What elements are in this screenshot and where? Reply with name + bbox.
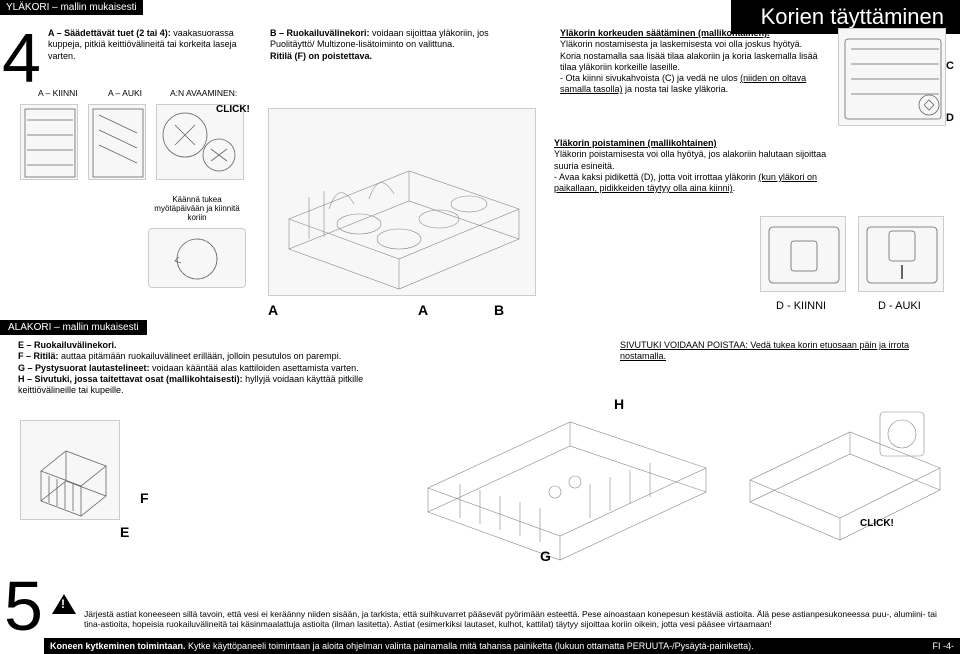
warning-text: Järjestä astiat koneeseen sillä tavoin, … — [84, 609, 950, 630]
a-opening-diagram — [156, 104, 244, 180]
label-b: B — [494, 302, 504, 318]
label-h: H — [614, 396, 624, 412]
g-bold: G – Pystysuorat lautastelineet: — [18, 363, 150, 373]
lower-rack-diagram — [410, 372, 718, 568]
warning-icon — [52, 594, 76, 614]
d-kiinni-label: D - KIINNI — [776, 300, 826, 312]
a-closed-diagram — [20, 104, 78, 180]
col-c-p3b: ja nosta tai laske yläkoria. — [623, 84, 729, 94]
height-adjust-diagram — [838, 28, 946, 126]
removal-p2b: . — [733, 183, 736, 193]
label-d: D — [946, 112, 954, 124]
col-b-line2: Ritilä (F) on poistettava. — [270, 51, 372, 61]
removal-text: Yläkorin poistaminen (mallikohtainen) Yl… — [554, 138, 834, 194]
footer-page: FI -4- — [933, 641, 955, 651]
click-label-2: CLICK! — [860, 518, 894, 529]
click-label-1: CLICK! — [216, 104, 250, 115]
sidepanel-remove-text: SIVUTUKI VOIDAAN POISTAA: Vedä tukea kor… — [620, 340, 940, 363]
lower-text: E – Ruokailuvälinekori. F – Ritilä: autt… — [18, 340, 418, 396]
step-number-4: 4 — [2, 18, 41, 98]
col-c-text: Yläkorin korkeuden säätäminen (mallikoht… — [560, 28, 825, 96]
upper-rack-diagram — [268, 108, 536, 296]
col-b-text: B – Ruokailuvälinekori: voidaan sijoitta… — [270, 28, 530, 62]
footer-band: Koneen kytkeminen toimintaan. Kytke käyt… — [44, 638, 960, 654]
label-g: G — [540, 548, 551, 564]
col-c-h: Yläkorin korkeuden säätäminen (mallikoht… — [560, 28, 770, 38]
footer-left-rest: Kytke käyttöpaneeli toimintaan ja aloita… — [186, 641, 754, 651]
e-bold: E – Ruokailuvälinekori. — [18, 340, 117, 350]
label-a2: A — [418, 302, 428, 318]
d-closed-diagram — [760, 216, 846, 292]
removal-p2a: - Avaa kaksi pidikettä (D), jotta voit i… — [554, 172, 758, 182]
f-bold: F – Ritilä: — [18, 351, 59, 361]
d-open-diagram — [858, 216, 944, 292]
sidepanel-diagram — [740, 372, 948, 548]
cutlery-basket-diagram — [20, 420, 120, 520]
step-number-5: 5 — [4, 566, 43, 646]
a-avaaminen-label: A:N AVAAMINEN: — [170, 88, 237, 99]
h-bold: H – Sivutuki, jossa taitettavat osat (ma… — [18, 374, 243, 384]
removal-p1: Yläkorin poistamisesta voi olla hyötyä, … — [554, 149, 826, 170]
label-e: E — [120, 524, 129, 540]
label-f: F — [140, 490, 149, 506]
rotate-caption: Käännä tukea myötäpäivään ja kiinnitä ko… — [152, 195, 242, 222]
f-rest: auttaa pitämään ruokailuvälineet erillää… — [59, 351, 342, 361]
col-c-p2: Yläkorin nostamisesta ja laskemisesta vo… — [560, 39, 818, 72]
label-a1: A — [268, 302, 278, 318]
label-c: C — [946, 60, 954, 72]
removal-h: Yläkorin poistaminen (mallikohtainen) — [554, 138, 717, 148]
lower-rack-band: ALAKORI – mallin mukaisesti — [0, 320, 147, 335]
rotate-diagram — [148, 228, 246, 288]
col-c-p3a: - Ota kiinni sivukahvoista (C) ja vedä n… — [560, 73, 740, 83]
g-rest: voidaan kääntää alas kattiloiden asettam… — [150, 363, 359, 373]
col-a-bold: A – Säädettävät tuet (2 tai 4): — [48, 28, 171, 38]
d-auki-label: D - AUKI — [878, 300, 921, 312]
a-kiinni-label: A – KIINNI — [38, 88, 78, 99]
a-open-diagram — [88, 104, 146, 180]
col-b-bold: B – Ruokailuvälinekori: — [270, 28, 370, 38]
footer-left: Koneen kytkeminen toimintaan. Kytke käyt… — [50, 641, 754, 651]
a-auki-label: A – AUKI — [108, 88, 142, 99]
col-a-text: A – Säädettävät tuet (2 tai 4): vaakasuo… — [48, 28, 248, 62]
upper-rack-band: YLÄKORI – mallin mukaisesti — [0, 0, 143, 15]
footer-left-bold: Koneen kytkeminen toimintaan. — [50, 641, 186, 651]
